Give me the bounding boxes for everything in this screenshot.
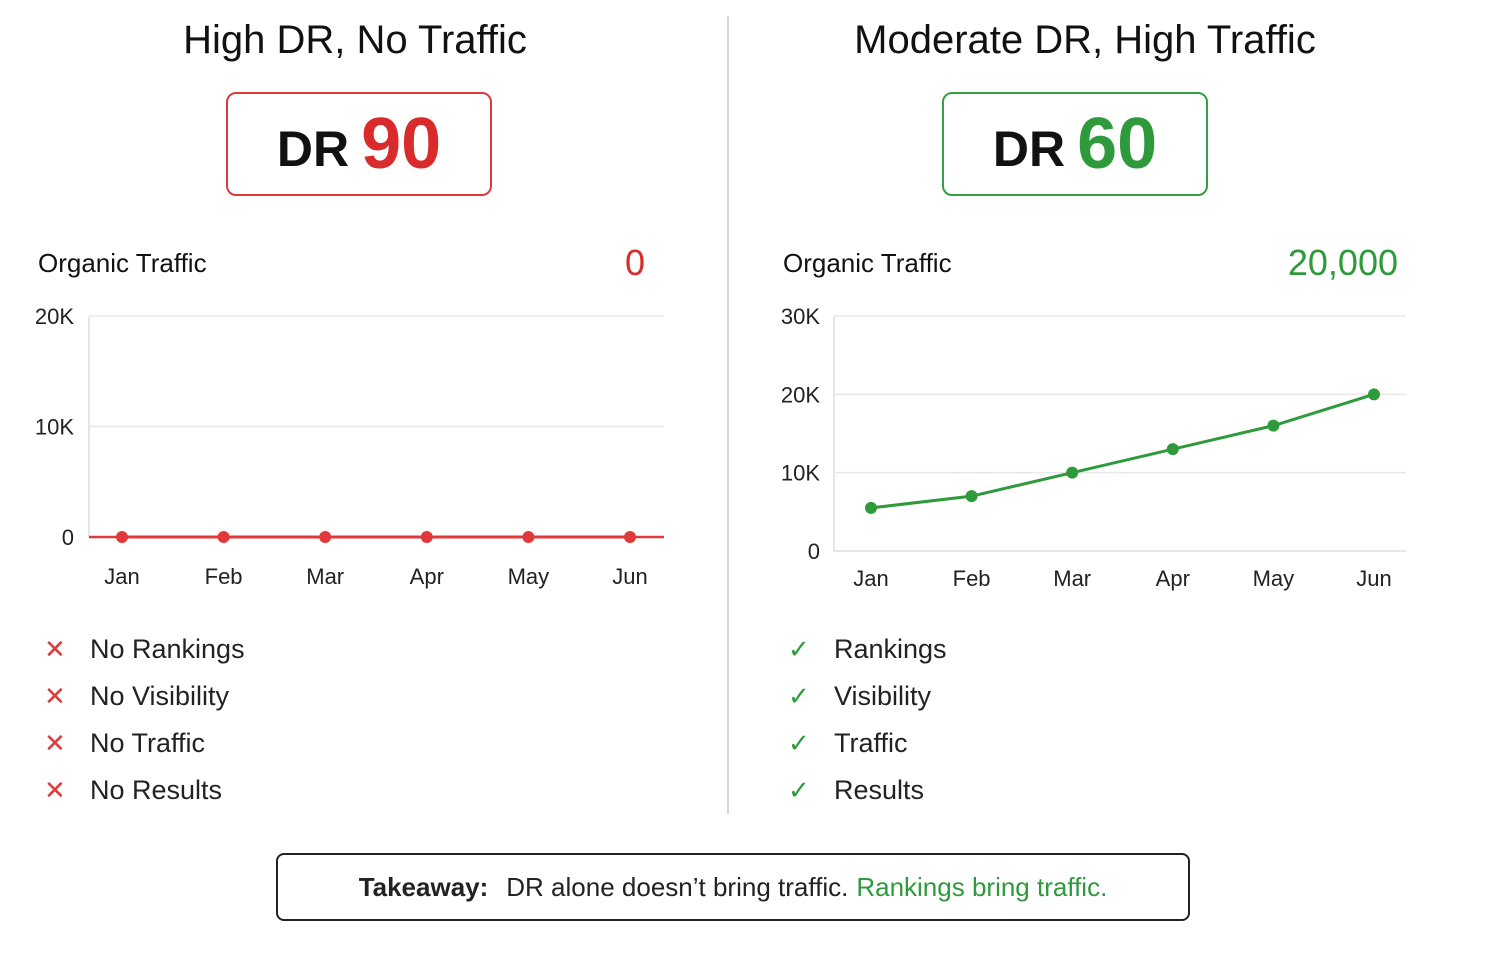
list-item: ✕ No Results — [44, 767, 245, 814]
cross-icon: ✕ — [44, 728, 66, 758]
right-x-tick-label: May — [1253, 566, 1295, 591]
left-panel-title: High DR, No Traffic — [183, 18, 527, 62]
right-data-point — [1368, 388, 1380, 401]
right-traffic-label: Organic Traffic — [783, 248, 952, 278]
list-item: ✓ Results — [788, 767, 947, 814]
right-dr-value: 60 — [1077, 104, 1158, 184]
right-outcome-list: ✓ Rankings ✓ Visibility ✓ Traffic ✓ Results — [788, 626, 947, 814]
left-traffic-label: Organic Traffic — [38, 248, 207, 278]
list-item-label: Rankings — [834, 634, 947, 664]
check-icon: ✓ — [788, 775, 810, 805]
check-icon: ✓ — [788, 681, 810, 711]
right-x-tick-label: Feb — [953, 566, 991, 591]
right-data-point — [1066, 466, 1079, 479]
cross-icon: ✕ — [44, 775, 66, 805]
panel-divider — [727, 16, 729, 814]
list-item: ✓ Rankings — [788, 626, 947, 673]
takeaway-label: Takeaway: — [358, 871, 489, 902]
right-data-point — [1166, 443, 1179, 456]
right-traffic-value: 20,000 — [1287, 242, 1398, 283]
right-y-tick-label: 20K — [781, 382, 820, 407]
left-y-tick-label: 20K — [35, 304, 74, 329]
left-x-tick-label: Apr — [410, 564, 444, 589]
list-item-label: Results — [834, 775, 925, 805]
left-data-point — [116, 531, 128, 543]
left-x-tick-label: Jun — [612, 564, 647, 589]
list-item-label: Visibility — [834, 681, 932, 711]
list-item: ✕ No Traffic — [44, 720, 245, 767]
list-item-label: Traffic — [834, 728, 908, 758]
right-x-tick-label: Apr — [1156, 566, 1190, 591]
right-y-tick-label: 30K — [781, 304, 820, 329]
left-data-point — [420, 531, 433, 543]
right-x-tick-label: Jan — [853, 566, 888, 591]
check-icon: ✓ — [788, 634, 810, 664]
right-data-point — [965, 490, 978, 503]
list-item-label: No Results — [90, 775, 223, 805]
left-x-tick-label: Feb — [205, 564, 243, 589]
left-dr-label: DR — [276, 121, 350, 177]
left-traffic-value: 0 — [624, 242, 645, 283]
left-y-tick-label: 10K — [35, 415, 74, 440]
right-panel-title: Moderate DR, High Traffic — [854, 18, 1316, 62]
right-x-tick-label: Mar — [1053, 566, 1091, 591]
list-item: ✕ No Rankings — [44, 626, 245, 673]
left-y-tick-label: 0 — [62, 525, 74, 550]
left-data-point — [522, 531, 535, 543]
right-y-tick-label: 0 — [808, 539, 820, 564]
left-x-tick-label: Jan — [104, 564, 139, 589]
right-data-point — [865, 501, 877, 514]
cross-icon: ✕ — [44, 681, 66, 711]
list-item: ✕ No Visibility — [44, 673, 245, 720]
list-item-label: No Visibility — [90, 681, 230, 711]
left-data-point — [624, 531, 636, 543]
check-icon: ✓ — [788, 728, 810, 758]
list-item-label: No Traffic — [90, 728, 206, 758]
left-dr-value: 90 — [361, 104, 442, 184]
list-item: ✓ Traffic — [788, 720, 947, 767]
takeaway-text: DR alone doesn’t bring traffic. — [506, 871, 849, 902]
left-x-tick-label: Mar — [306, 564, 344, 589]
takeaway-box: Takeaway: DR alone doesn’t bring traffic… — [276, 853, 1190, 921]
right-data-point — [1267, 419, 1280, 432]
takeaway-highlight: Rankings bring traffic. — [856, 871, 1108, 902]
right-y-tick-label: 10K — [781, 461, 820, 486]
cross-icon: ✕ — [44, 634, 66, 664]
left-outcome-list: ✕ No Rankings ✕ No Visibility ✕ No Traffic … — [44, 626, 245, 814]
left-x-tick-label: May — [508, 564, 550, 589]
right-x-tick-label: Jun — [1356, 566, 1391, 591]
left-data-point — [319, 531, 332, 543]
list-item-label: No Rankings — [90, 634, 245, 664]
right-series-line — [870, 392, 1375, 510]
list-item: ✓ Visibility — [788, 673, 947, 720]
left-dr-badge: DR 90 — [226, 92, 492, 196]
left-data-point — [217, 531, 230, 543]
right-dr-label: DR — [992, 121, 1066, 177]
right-dr-badge: DR 60 — [942, 92, 1208, 196]
